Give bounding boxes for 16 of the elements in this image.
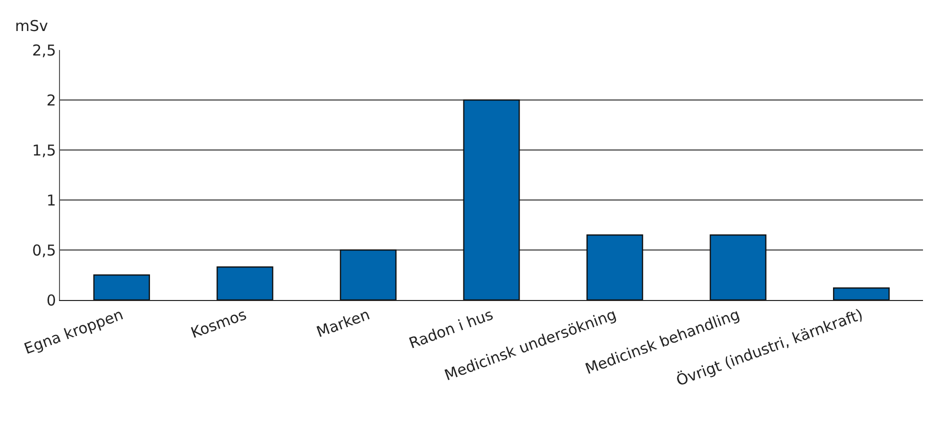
bar [833, 287, 890, 300]
x-tick-label: Marken [314, 305, 372, 342]
x-tick-label: Radon i hus [406, 305, 496, 352]
y-tick-label: 1 [46, 191, 56, 210]
bar [586, 234, 644, 300]
y-tick-label: 2,5 [32, 41, 56, 60]
y-tick-label: 1,5 [32, 141, 56, 160]
y-tick-label: 0 [46, 291, 56, 310]
bar [710, 234, 766, 300]
y-tick-label: 2 [46, 91, 56, 110]
y-tick-label: 0,5 [32, 241, 56, 260]
bar [216, 266, 274, 300]
y-axis-title: mSv [15, 17, 48, 35]
bar [93, 274, 150, 300]
bar [340, 249, 397, 300]
bar [463, 99, 520, 300]
